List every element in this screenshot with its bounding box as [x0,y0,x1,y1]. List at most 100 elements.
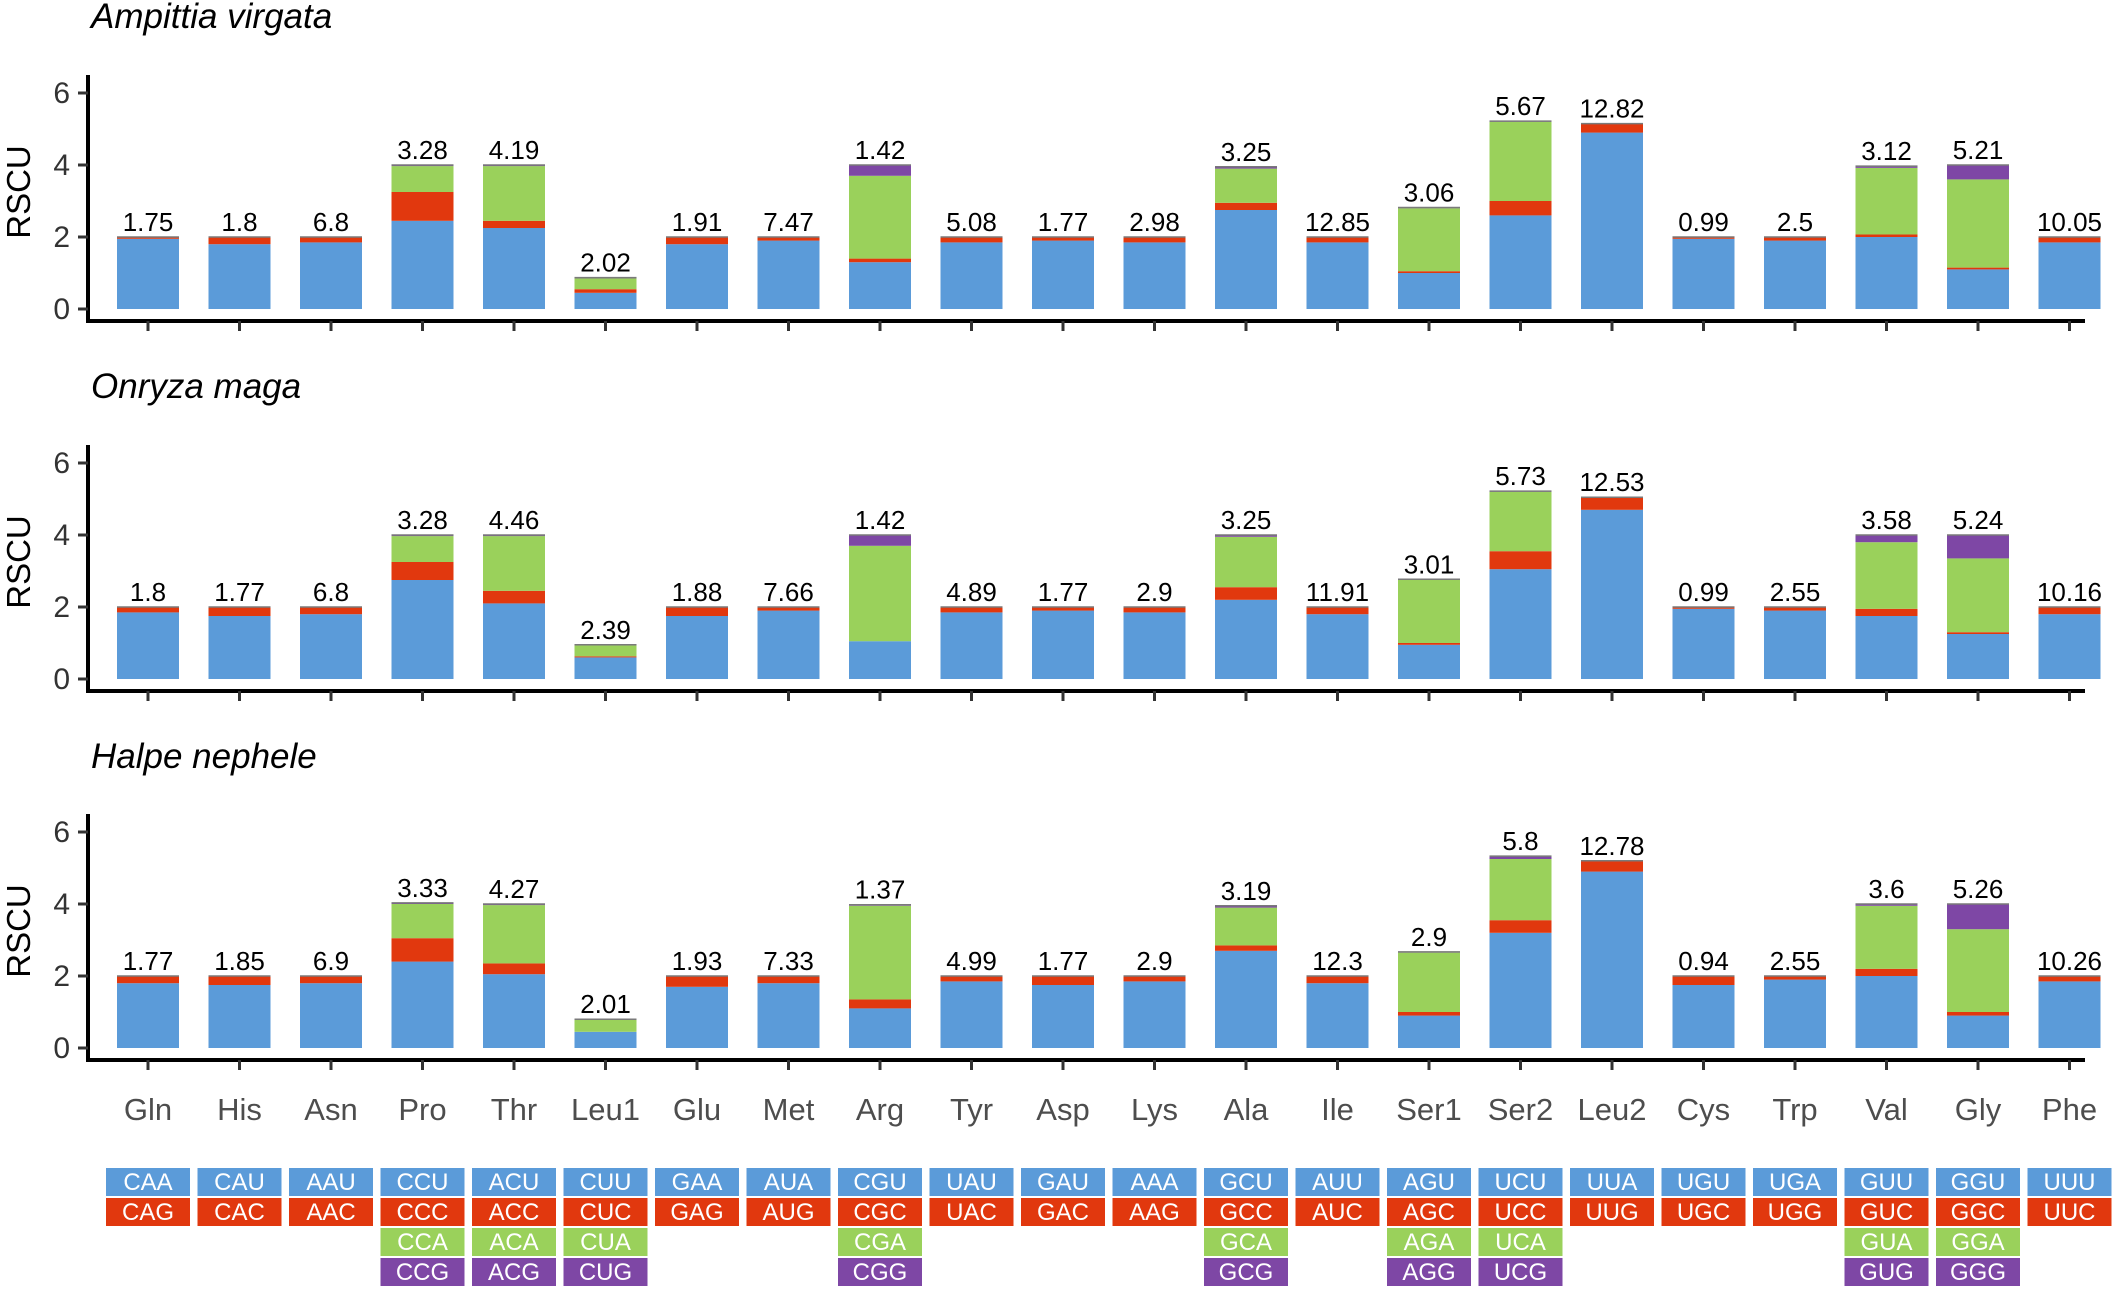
data-label: 10.26 [2037,946,2102,976]
codon-label: CCA [397,1229,448,1256]
codon-label: UUA [1587,1169,1638,1196]
bar-segment-ile-auc [1306,976,1369,984]
codon-box [1295,1198,1380,1226]
bar-segment-tyr-uau [940,242,1003,309]
bar-segment-gly-gga [1947,929,2009,1012]
codon-label: AUC [1312,1199,1363,1226]
data-label: 1.37 [855,875,906,905]
data-label: 4.46 [489,505,540,535]
bar-segment-asn-aac [300,237,362,243]
codon-box [1204,1198,1288,1226]
data-label: 1.42 [855,505,906,535]
bar-segment-asn-aau [300,614,362,679]
data-label: 2.9 [1136,946,1172,976]
data-label: 3.01 [1404,549,1455,579]
data-label: 3.25 [1221,505,1272,535]
bar-segment-tyr-uau [940,612,1003,679]
data-label: 2.01 [580,989,631,1019]
bar-segment-glu-gaa [666,986,728,1048]
codon-label: AAG [1129,1199,1180,1226]
codon-box [563,1168,648,1196]
bar-segment-phe-uuc [2038,976,2101,982]
codon-label: CAG [122,1199,174,1226]
codon-box [838,1228,922,1256]
codon-box [1936,1198,2020,1226]
bar-segment-ala-gcu [1215,599,1277,679]
bar-segment-ser2-ucu [1489,569,1552,679]
bar-segment-gly-gga [1947,558,2009,633]
bar-segment-pro-ccc [391,938,454,962]
bar-segment-asn-aau [300,242,362,309]
codon-label: UUG [1585,1199,1638,1226]
codon-box [1021,1168,1105,1196]
bar-segment-pro-ccc [391,562,454,580]
data-label: 3.33 [397,873,448,903]
codon-label: UCU [1495,1169,1547,1196]
bar-segment-met-aua [757,610,820,679]
codon-box [1295,1168,1380,1196]
bar-segment-arg-cga [849,545,911,642]
codon-box [1936,1258,2020,1286]
data-label: 1.75 [123,207,174,237]
codon-box [1478,1168,1563,1196]
codon-label: GCU [1219,1169,1272,1196]
bar-segment-lys-aag [1123,976,1186,982]
codon-box [563,1258,648,1286]
codon-box [1661,1168,1746,1196]
codon-label: UGG [1768,1199,1823,1226]
bar-segment-val-guc [1855,968,1918,976]
bar-segment-phe-uuu [2038,981,2101,1048]
codon-box [838,1198,922,1226]
bar-segment-leu2-uua [1581,132,1643,309]
bar-segment-cys-ugu [1672,238,1735,309]
bar-segment-pro-ccu [391,961,454,1048]
codon-label: GGA [1951,1229,2004,1256]
data-label: 1.77 [1038,577,1089,607]
y-tick-label: 0 [53,293,70,326]
codon-box [1204,1168,1288,1196]
bar-segment-pro-ccc [391,192,454,221]
bar-segment-ser1-aga [1398,580,1460,643]
bar-segment-cys-ugc [1672,237,1735,239]
data-label: 1.77 [214,577,265,607]
bar-segment-leu1-cuu [574,657,637,679]
data-label: 5.26 [1953,874,2004,904]
codon-box [1478,1198,1563,1226]
codon-label: AGC [1403,1199,1455,1226]
codon-box [472,1168,556,1196]
codon-label: GUU [1860,1169,1913,1196]
x-tick-label: Gln [124,1092,172,1127]
codon-label: GAG [670,1199,723,1226]
bar-segment-tyr-uac [940,607,1003,613]
bar-segment-his-cau [208,244,271,309]
bar-segment-ser1-agu [1398,644,1460,679]
bar-segment-ala-gca [1215,907,1277,946]
bar-segment-leu1-cua [574,278,637,290]
data-label: 0.99 [1678,207,1729,237]
codon-label: GGG [1950,1259,2006,1286]
data-label: 3.06 [1404,177,1455,207]
bar-segment-arg-cgg [849,535,911,546]
bar-segment-ser1-agc [1398,1012,1460,1016]
bar-segment-val-guu [1855,237,1918,309]
bar-segment-gly-ggc [1947,632,2009,634]
bar-segment-lys-aaa [1123,612,1186,679]
bar-segment-ile-auu [1306,614,1369,679]
x-tick-label: Thr [491,1092,538,1127]
bar-segment-glu-gag [666,607,728,616]
bar-segment-met-aug [757,237,820,241]
x-tick-label: Trp [1772,1092,1817,1127]
data-label: 4.99 [946,946,997,976]
bar-segment-phe-uuu [2038,242,2101,309]
codon-label: CAU [214,1169,265,1196]
bar-segment-val-gua [1855,905,1918,969]
bar-segment-val-guc [1855,608,1918,616]
bar-segment-tyr-uac [940,237,1003,243]
data-label: 4.27 [489,874,540,904]
data-label: 7.33 [763,946,814,976]
data-label: 12.85 [1305,207,1370,237]
x-tick-label: Met [763,1092,815,1127]
x-tick-label: Cys [1677,1092,1730,1127]
y-tick-label: 0 [53,663,70,696]
bar-segment-ala-gcg [1215,166,1277,169]
